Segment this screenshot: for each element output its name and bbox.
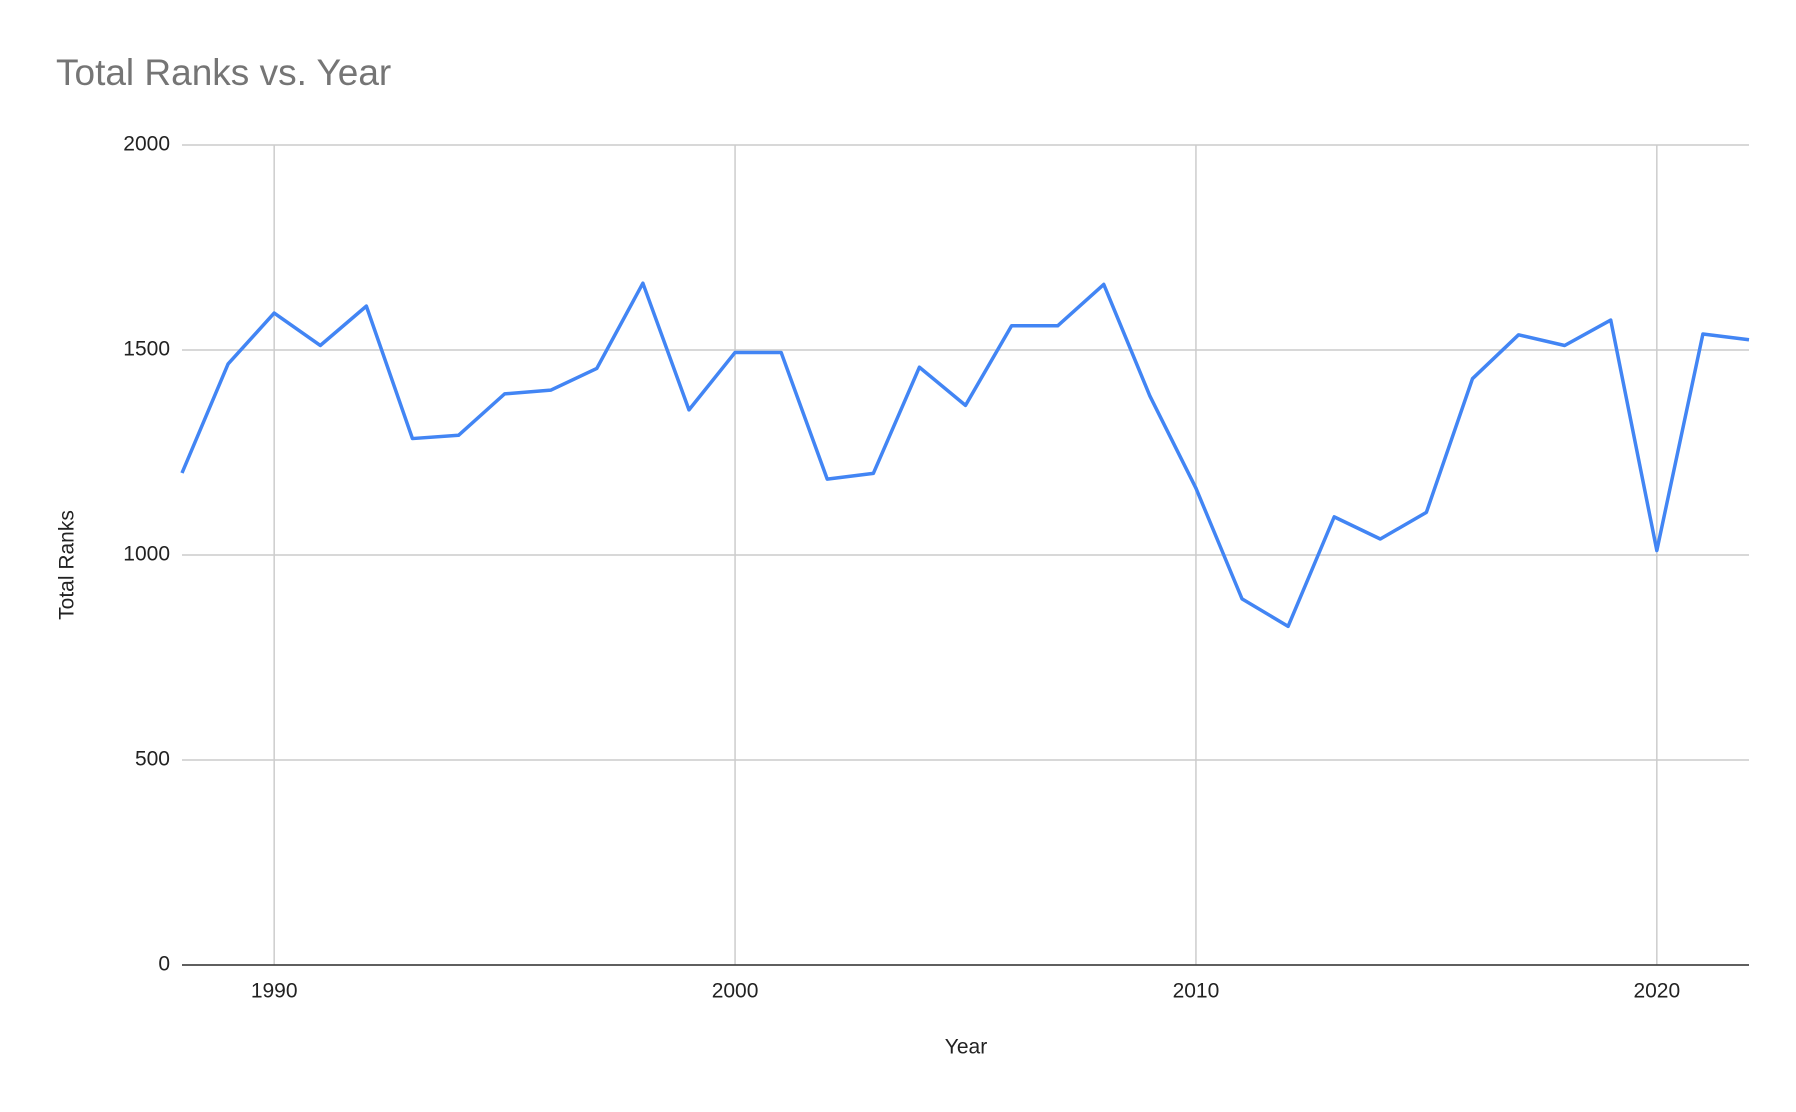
x-tick-label: 1990 xyxy=(251,980,298,1003)
x-tick-label: 2000 xyxy=(712,980,759,1003)
x-tick-label: 2020 xyxy=(1633,980,1680,1003)
y-tick-label: 1500 xyxy=(123,338,170,361)
chart-title: Total Ranks vs. Year xyxy=(56,52,391,93)
y-tick-label: 0 xyxy=(158,953,170,976)
y-axis-label: Total Ranks xyxy=(56,510,79,620)
y-tick-label: 1000 xyxy=(123,543,170,566)
x-axis-label: Year xyxy=(945,1036,987,1059)
y-tick-label: 2000 xyxy=(123,133,170,156)
y-tick-label: 500 xyxy=(135,748,170,771)
x-tick-label: 2010 xyxy=(1173,980,1220,1003)
data-line xyxy=(180,281,1750,629)
